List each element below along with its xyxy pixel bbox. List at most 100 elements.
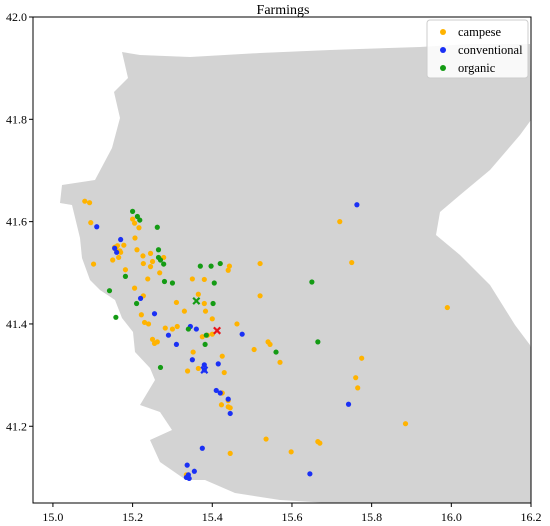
x-tick-label: 15.0: [42, 510, 63, 524]
campese-point: [195, 365, 201, 372]
conventional-point: [186, 475, 192, 482]
conventional-point: [215, 361, 221, 367]
campese-point: [263, 436, 269, 442]
campese-point: [202, 308, 209, 314]
campese-point: [218, 402, 225, 408]
conventional-point: [239, 331, 245, 337]
campese-point: [122, 267, 129, 273]
campese-point: [444, 304, 450, 311]
organic-point: [217, 260, 223, 267]
organic-point: [122, 273, 129, 279]
organic-point: [157, 364, 164, 371]
organic-point: [106, 288, 113, 294]
campese-point: [118, 249, 124, 255]
campese-point: [288, 449, 294, 455]
campese-point: [82, 198, 88, 204]
conventional-point: [354, 202, 360, 208]
legend-box: [426, 19, 529, 79]
data-points: [82, 198, 450, 482]
organic-point: [157, 257, 164, 263]
conventional-point: [193, 326, 199, 332]
campese-point: [145, 276, 151, 282]
conventional-x-marker: [200, 366, 209, 374]
organic-point: [203, 332, 209, 338]
organic-point: [273, 349, 279, 355]
campese-point: [317, 440, 323, 446]
campese-point: [337, 219, 343, 225]
map-region: [60, 44, 531, 503]
organic-point: [211, 280, 217, 286]
x-tick-label: 16.0: [441, 510, 462, 524]
conventional-point: [151, 311, 158, 317]
legend: campese conventional organic: [426, 19, 529, 79]
campese-point: [195, 291, 201, 297]
conventional-point: [173, 341, 180, 348]
campese-point: [227, 450, 233, 456]
conventional-point: [199, 445, 205, 451]
campese-point: [141, 319, 148, 326]
conventional-point: [118, 236, 124, 243]
organic-point: [154, 224, 160, 230]
organic-point: [197, 263, 203, 269]
campese-x-marker: [213, 326, 222, 335]
campese-point: [257, 260, 263, 267]
organic-point: [137, 217, 143, 223]
conventional-point: [217, 390, 223, 396]
organic-point: [155, 247, 162, 253]
campese-point: [169, 326, 176, 332]
campese-point: [138, 312, 144, 318]
organic-x-marker: [192, 296, 201, 305]
conventional-point: [213, 387, 219, 394]
legend-marker-organic: [440, 65, 446, 71]
x-tick-label: 16.2: [521, 510, 542, 524]
y-tick-label: 41.8: [6, 112, 27, 126]
y-tick-label: 41.4: [6, 317, 27, 331]
campese-point: [132, 235, 138, 241]
x-tick-label: 15.2: [122, 510, 143, 524]
conventional-point: [201, 362, 207, 368]
organic-point: [202, 341, 208, 348]
organic-point: [113, 314, 119, 320]
campese-point: [184, 368, 191, 374]
plot-area: 15.0 15.2 15.4 15.6 15.8 16.0 16.2 41.2 41.4 41.6…: [6, 10, 542, 524]
campese-point: [226, 263, 233, 269]
organic-point: [315, 339, 321, 345]
y-tick-label: 41.6: [6, 215, 27, 229]
campese-point: [130, 216, 136, 222]
legend-label-organic: organic: [458, 61, 496, 75]
organic-point: [309, 279, 315, 285]
campese-point: [149, 336, 156, 342]
axis-ticks: 15.0 15.2 15.4 15.6 15.8 16.0 16.2 41.2 41.4 41.6…: [6, 10, 542, 524]
conventional-point: [307, 471, 313, 477]
conventional-point: [112, 245, 118, 251]
campese-point: [225, 267, 231, 273]
campese-point: [88, 220, 94, 226]
campese-point: [147, 264, 154, 270]
conventional-point: [184, 462, 190, 468]
campese-point: [110, 257, 116, 263]
conventional-point: [165, 332, 172, 338]
campese-point: [86, 200, 93, 206]
organic-point: [185, 326, 191, 332]
organic-point: [130, 208, 136, 214]
campese-point: [201, 300, 207, 307]
plot-frame: [32, 16, 532, 504]
campese-point: [257, 293, 263, 299]
x-tick-label: 15.4: [202, 510, 223, 524]
campese-point: [173, 299, 180, 306]
campese-point: [221, 369, 227, 376]
campese-point: [189, 276, 195, 282]
campese-point: [201, 276, 207, 283]
campese-point: [181, 308, 187, 314]
organic-point: [161, 261, 167, 267]
conventional-point: [94, 224, 100, 230]
campese-point: [402, 421, 409, 427]
campese-point: [145, 321, 152, 327]
campese-point: [277, 359, 283, 365]
campese-point: [174, 323, 180, 330]
campese-point: [219, 353, 225, 359]
conventional-point: [225, 396, 231, 402]
organic-point: [133, 300, 140, 307]
legend-marker-campese: [440, 29, 446, 35]
legend-label-conventional: conventional: [458, 43, 523, 57]
